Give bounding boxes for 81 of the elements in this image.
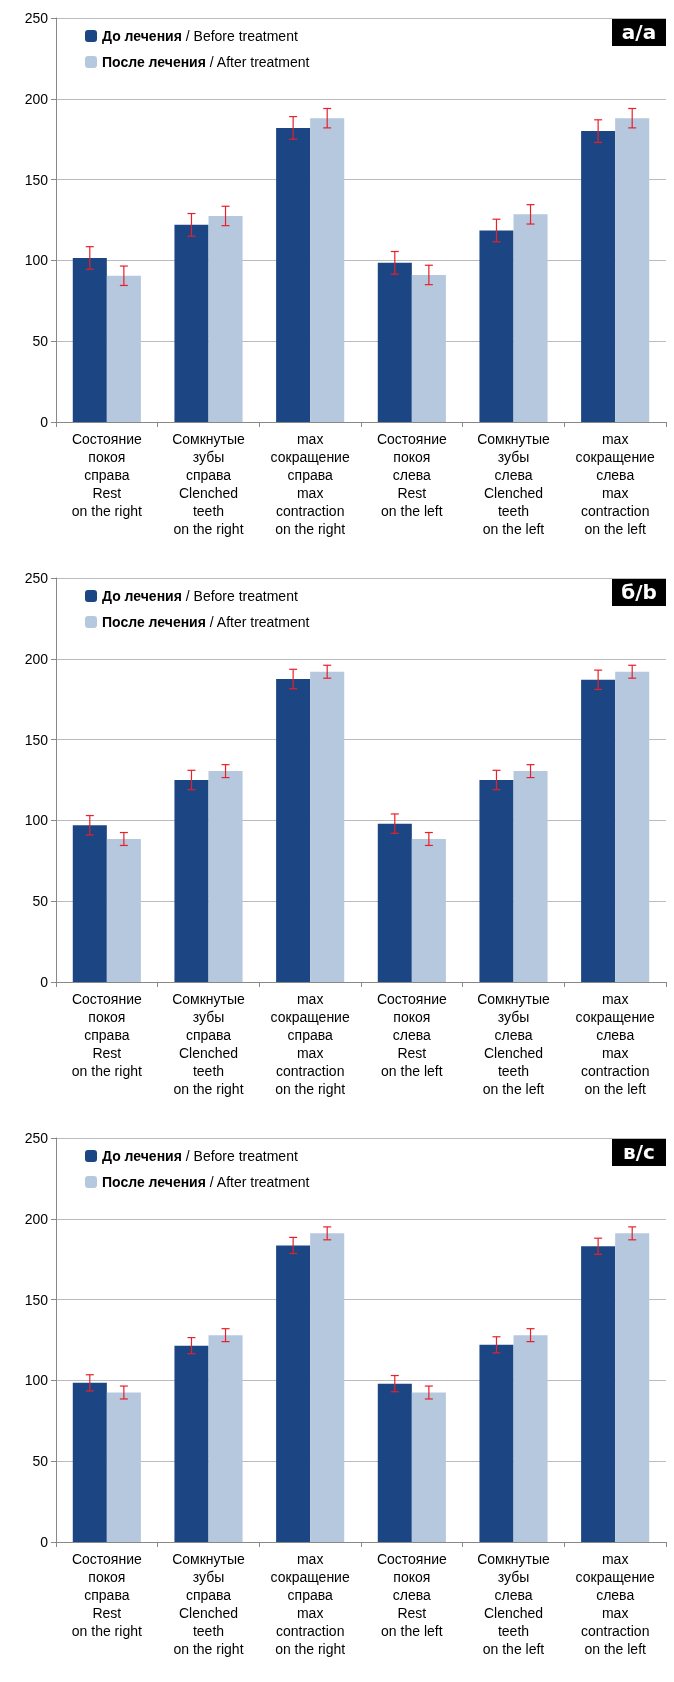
bar — [174, 1345, 209, 1542]
x-tick-label: Состояние покоя справа Rest on the right — [71, 1551, 142, 1639]
y-tick-label: 100 — [24, 812, 49, 829]
bar — [479, 230, 514, 422]
bar — [513, 1335, 548, 1542]
y-tick-label: 50 — [32, 333, 49, 350]
x-tick-label: Состояние покоя справа Rest on the right — [71, 431, 142, 519]
bar — [513, 214, 548, 422]
x-tick-label: Сомкнутые зубы слева Clenched teeth on the left — [477, 991, 551, 1097]
x-tick-label: max сокращение слева max contraction on the left — [575, 991, 655, 1097]
x-tick-label: Сомкнутые зубы слева Clenched teeth on the left — [477, 431, 551, 537]
y-tick-label: 100 — [24, 252, 49, 269]
y-tick-label: 0 — [40, 974, 49, 990]
bar — [377, 823, 412, 982]
y-tick-label: 150 — [24, 1291, 49, 1308]
y-tick-label: 0 — [40, 414, 49, 430]
bar — [310, 118, 345, 422]
bar — [174, 224, 209, 422]
y-tick-label: 100 — [24, 1372, 49, 1389]
x-tick-label: max сокращение справа max contraction on the right — [270, 991, 350, 1097]
x-tick-label: max сокращение справа max contraction on the right — [270, 431, 350, 537]
y-tick-label: 250 — [24, 1130, 49, 1146]
x-tick-label: Сомкнутые зубы справа Clenched teeth on the right — [172, 1551, 246, 1657]
bar — [72, 1382, 107, 1542]
bar — [72, 825, 107, 982]
bar — [615, 118, 650, 422]
y-tick-label: 200 — [24, 650, 49, 667]
bar — [581, 131, 616, 422]
y-tick-label: 250 — [24, 570, 49, 586]
bar — [276, 127, 311, 422]
x-tick-label: Состояние покоя слева Rest on the left — [376, 1551, 447, 1639]
legend-label: После лечения / After treatment — [102, 614, 310, 630]
legend-label: После лечения / After treatment — [102, 1174, 310, 1190]
x-tick-label: Состояние покоя слева Rest on the left — [376, 991, 447, 1079]
x-tick-label: max сокращение справа max contraction on the right — [270, 1551, 350, 1657]
x-tick-label: max сокращение слева max contraction on the left — [575, 1551, 655, 1657]
bar — [276, 1245, 311, 1542]
bar — [513, 771, 548, 982]
bar — [411, 838, 446, 982]
y-tick-label: 200 — [24, 1210, 49, 1227]
legend-label: До лечения / Before treatment — [102, 1148, 298, 1164]
bar — [479, 1344, 514, 1542]
x-tick-label: max сокращение слева max contraction on the left — [575, 431, 655, 537]
bar — [581, 679, 616, 982]
bar — [377, 262, 412, 422]
x-tick-label: Сомкнутые зубы слева Clenched teeth on the left — [477, 1551, 551, 1657]
y-tick-label: 50 — [32, 893, 49, 910]
y-tick-label: 150 — [24, 731, 49, 748]
bar — [106, 1392, 141, 1542]
y-tick-label: 250 — [24, 10, 49, 26]
bar — [310, 671, 345, 982]
annotation: в/c — [623, 1140, 655, 1164]
bar — [377, 1383, 412, 1542]
y-tick-label: 200 — [24, 90, 49, 107]
legend-label: До лечения / Before treatment — [102, 588, 298, 604]
bar — [106, 275, 141, 422]
bar — [208, 1335, 243, 1542]
bar — [411, 1392, 446, 1542]
bar — [208, 215, 243, 422]
x-tick-label: Состояние покоя слева Rest on the left — [376, 431, 447, 519]
legend-label: До лечения / Before treatment — [102, 28, 298, 44]
y-tick-label: 0 — [40, 1534, 49, 1550]
bar — [581, 1246, 616, 1542]
bar — [310, 1233, 345, 1542]
bar — [72, 257, 107, 422]
bar — [411, 274, 446, 422]
legend-label: После лечения / After treatment — [102, 54, 310, 70]
bar — [174, 780, 209, 982]
bar — [615, 1233, 650, 1542]
x-tick-label: Состояние покоя справа Rest on the right — [71, 991, 142, 1079]
annotation: б/b — [621, 580, 657, 604]
bar — [208, 771, 243, 982]
y-tick-label: 50 — [32, 1453, 49, 1470]
x-tick-label: Сомкнутые зубы справа Clenched teeth on the right — [172, 991, 246, 1097]
bar — [276, 679, 311, 982]
annotation: а/a — [621, 20, 657, 44]
bar — [479, 780, 514, 982]
x-tick-label: Сомкнутые зубы справа Clenched teeth on the right — [172, 431, 246, 537]
y-tick-label: 150 — [24, 171, 49, 188]
bar — [615, 671, 650, 982]
bar — [106, 838, 141, 982]
